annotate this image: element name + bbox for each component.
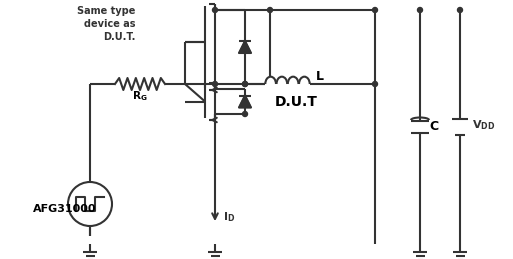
Text: D.U.T: D.U.T xyxy=(275,95,318,109)
Circle shape xyxy=(372,82,378,87)
Circle shape xyxy=(372,8,378,12)
Polygon shape xyxy=(239,41,251,53)
Circle shape xyxy=(458,8,463,12)
Text: AFG31000: AFG31000 xyxy=(33,204,97,214)
Circle shape xyxy=(418,8,423,12)
Text: Same type
device as
D.U.T.: Same type device as D.U.T. xyxy=(76,6,135,42)
Circle shape xyxy=(243,82,247,87)
Text: I$_{\mathregular{D}}$: I$_{\mathregular{D}}$ xyxy=(223,210,235,224)
Polygon shape xyxy=(239,96,251,107)
Circle shape xyxy=(212,82,218,87)
Circle shape xyxy=(212,8,218,12)
Circle shape xyxy=(243,112,247,117)
Circle shape xyxy=(267,8,272,12)
Text: C: C xyxy=(429,120,439,133)
Text: V$_{\mathregular{DD}}$: V$_{\mathregular{DD}}$ xyxy=(472,118,496,132)
Circle shape xyxy=(243,82,247,87)
Text: R$_{\mathregular{G}}$: R$_{\mathregular{G}}$ xyxy=(132,89,148,103)
Text: L: L xyxy=(316,69,324,83)
